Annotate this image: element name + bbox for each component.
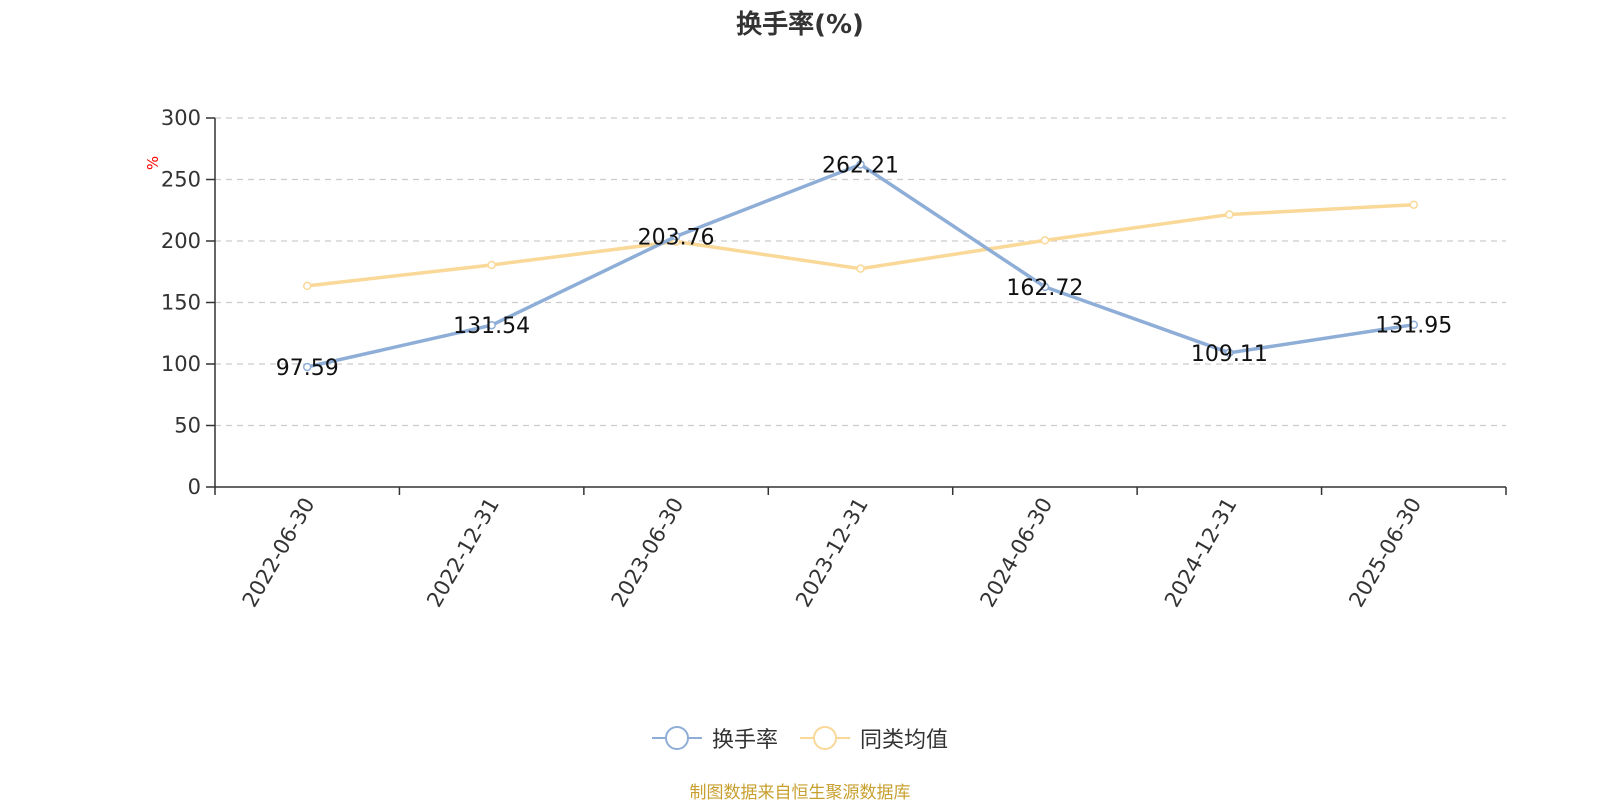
data-point [1225, 348, 1234, 358]
legend-line-circle-icon [800, 725, 850, 751]
x-tick-label: 2025-06-30 [1344, 494, 1426, 612]
data-label: 131.95 [1375, 314, 1452, 339]
legend-dot-turnover [664, 726, 689, 750]
y-tick-label: 100 [161, 352, 201, 376]
data-label: 203.76 [638, 225, 715, 250]
legend-label-peer-average: 同类均值 [860, 728, 949, 753]
data-point [1225, 210, 1234, 219]
x-tick-label: 2024-12-31 [1160, 494, 1242, 612]
data-point [302, 281, 312, 291]
y-axis-unit-label: % [144, 156, 162, 170]
data-point [302, 362, 312, 372]
data-point [487, 320, 496, 330]
data-point [856, 160, 865, 169]
data-point [1409, 320, 1419, 329]
data-point [856, 264, 865, 273]
data-point [671, 232, 681, 241]
data-label: 262.21 [822, 153, 899, 178]
legend-item-peer-average[interactable]: 同类均值 [800, 722, 948, 754]
data-point [487, 260, 496, 270]
legend-label-turnover: 换手率 [711, 728, 778, 753]
data-point [1040, 282, 1050, 292]
y-tick-label: 50 [174, 414, 201, 438]
series [302, 160, 1419, 372]
legend-item-turnover[interactable]: 换手率 [651, 722, 778, 754]
x-tick-label: 2022-06-30 [238, 494, 320, 612]
legend-dot-peer-average [813, 726, 837, 750]
series-line-1 [307, 202, 1414, 288]
source-note: 制图数据来自恒生聚源数据库 [689, 783, 911, 803]
axes: 0 50 100 150 200 250 300 2022-06-30 2022-12-31 20… [161, 106, 1507, 612]
legend: 换手率 同类均值 [0, 722, 1600, 754]
data-point [1040, 236, 1050, 245]
y-tick-label: 200 [161, 229, 201, 253]
y-tick-label: 0 [188, 475, 201, 499]
data-label: 109.11 [1191, 342, 1268, 367]
chart-title: 换手率(%) [736, 10, 864, 40]
data-label: 162.72 [1006, 276, 1083, 301]
x-tick-label: 2023-06-30 [607, 494, 689, 612]
x-tick-label: 2024-06-30 [975, 494, 1057, 612]
y-tick-label: 300 [161, 106, 201, 130]
x-tick-label: 2022-12-31 [422, 493, 504, 611]
legend-line-circle-icon [651, 725, 702, 751]
data-label: 131.54 [453, 314, 530, 339]
data-labels: 97.59 131.54 203.76 262.21 162.72 109.11 131.9… [276, 153, 1453, 380]
y-tick-label: 150 [161, 291, 201, 315]
data-label: 97.59 [276, 356, 339, 381]
y-tick-label: 250 [161, 168, 201, 192]
x-tick-label: 2023-12-31 [791, 494, 873, 612]
data-point [1409, 200, 1419, 209]
